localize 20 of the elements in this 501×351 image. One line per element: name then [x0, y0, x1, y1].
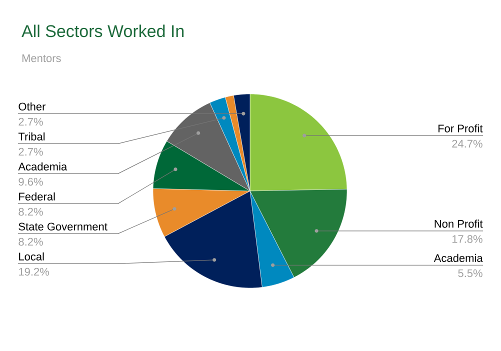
slice-label: Other: [18, 102, 46, 110]
data-label: 8.2%: [18, 208, 43, 216]
slice-label: Local: [19, 252, 44, 260]
slice-label: Federal: [19, 192, 55, 200]
data-label: 8.2%: [18, 238, 43, 246]
data-label: 2.7%: [18, 118, 43, 126]
slice-label: Academia: [434, 254, 483, 262]
slice-label: For Profit: [438, 124, 483, 132]
data-label: 19.2%: [19, 268, 49, 276]
slice-label: Non Profit: [434, 220, 483, 228]
data-label: 5.5%: [458, 269, 482, 278]
data-label: 9.6%: [18, 178, 43, 186]
data-label: 2.7%: [18, 148, 43, 156]
slice-label: State Government: [18, 222, 108, 230]
data-label: 17.8%: [452, 235, 482, 243]
data-label: 24.7%: [452, 140, 482, 148]
slice-label: Tribal: [18, 132, 45, 140]
chart-title: All Sectors Worked In: [22, 24, 184, 38]
chart-subtitle: Mentors: [22, 54, 61, 62]
slice-label: Academia: [18, 162, 68, 170]
